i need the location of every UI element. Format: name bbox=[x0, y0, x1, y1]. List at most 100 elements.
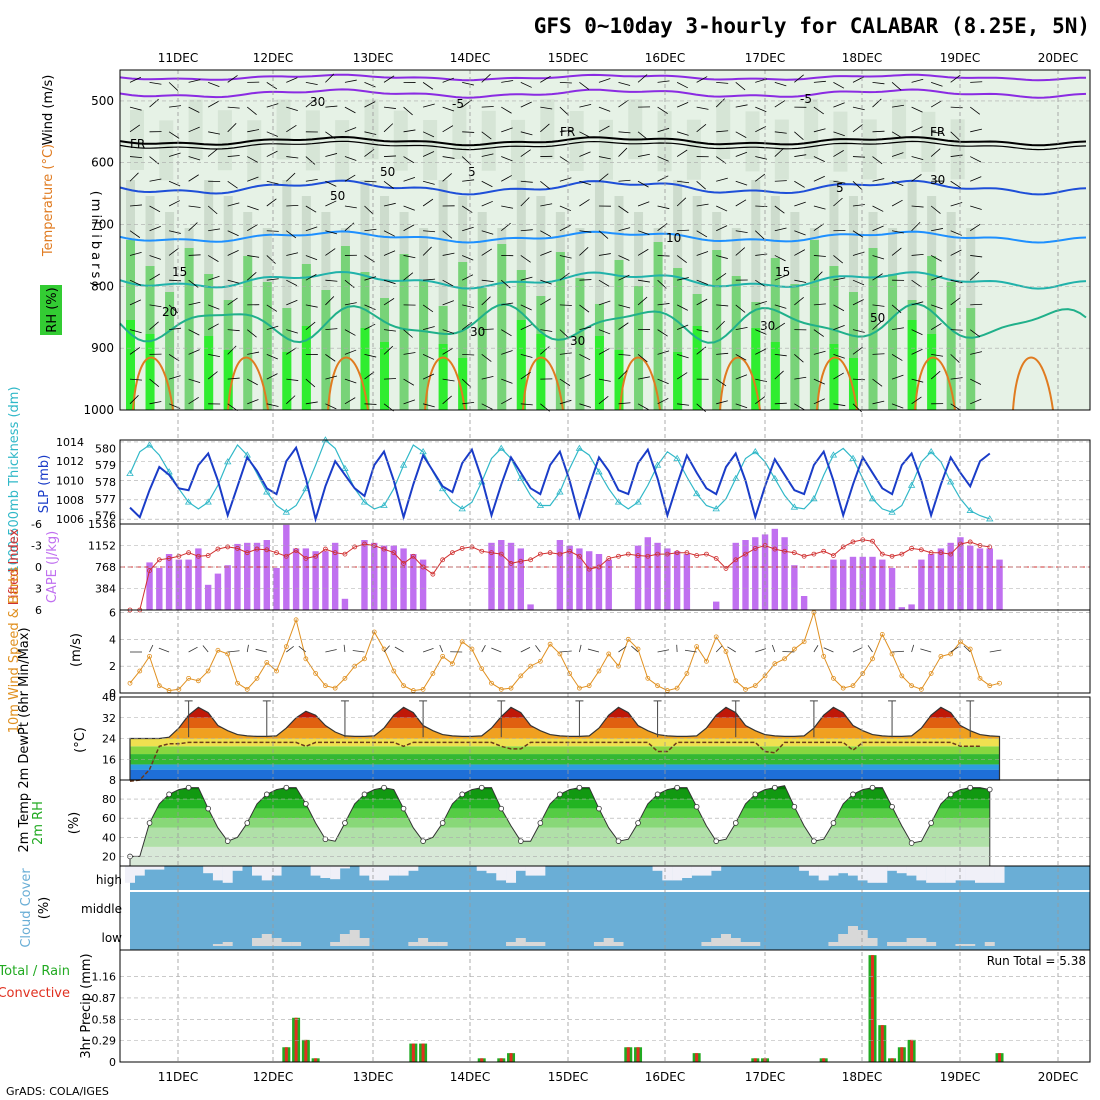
cloud-low-bar bbox=[271, 938, 282, 946]
cape-bar bbox=[556, 540, 564, 610]
cape-bar bbox=[644, 537, 652, 610]
upper-wind-barb bbox=[344, 127, 357, 133]
upper-wind-barb bbox=[813, 378, 825, 385]
cloud-high-clear bbox=[359, 866, 370, 876]
wind-speed-point bbox=[782, 656, 787, 662]
upper-wind-barb bbox=[403, 106, 413, 116]
upper-wind-barb bbox=[696, 279, 709, 285]
thickness-marker bbox=[673, 454, 681, 461]
upper-wind-barb bbox=[872, 304, 885, 307]
lifted-index-point bbox=[879, 551, 885, 557]
upper-wind-barb bbox=[891, 327, 904, 331]
upper-wind-barb bbox=[149, 304, 162, 308]
wind-speed-point bbox=[195, 678, 201, 684]
upper-wind-barb bbox=[579, 403, 592, 408]
rh-band bbox=[130, 846, 990, 866]
upper-wind-barb bbox=[755, 279, 766, 288]
cloud-level-middle: middle bbox=[81, 902, 122, 916]
upper-wind-barb bbox=[344, 329, 356, 336]
wind-speed-point bbox=[606, 651, 612, 657]
upper-wind-barb bbox=[501, 156, 513, 162]
lifted-index-point bbox=[274, 550, 279, 556]
wind-speed-point bbox=[518, 673, 524, 679]
cloud-high-clear bbox=[134, 866, 145, 876]
upper-wind-barb bbox=[540, 298, 551, 306]
wind-speed-point bbox=[401, 683, 406, 689]
rh2m-point bbox=[166, 791, 172, 798]
contour-label: FR bbox=[930, 125, 945, 139]
upper-wind-barb bbox=[286, 230, 297, 239]
upper-wind-barb bbox=[911, 221, 921, 232]
rh-upper-patch bbox=[716, 99, 731, 160]
wind-speed-point bbox=[205, 668, 211, 674]
upper-wind-barb bbox=[794, 297, 804, 306]
upper-wind-barb bbox=[735, 131, 747, 138]
wind-speed-point bbox=[450, 661, 455, 667]
upper-wind-barb bbox=[520, 229, 533, 232]
upper-wind-barb bbox=[305, 274, 317, 281]
wind-speed-point bbox=[743, 686, 748, 692]
upper-wind-barb bbox=[677, 277, 689, 281]
upper-wind-barb bbox=[559, 106, 569, 116]
cape-bar bbox=[390, 545, 397, 610]
wind-speed-point bbox=[791, 646, 797, 652]
lifted-index-point bbox=[303, 556, 309, 561]
upper-wind-barb bbox=[129, 156, 142, 158]
lifted-index-point bbox=[801, 553, 807, 559]
upper-y-tick-1000: 1000 bbox=[83, 403, 114, 417]
upper-wind-barb bbox=[794, 403, 805, 411]
cape-bar bbox=[595, 554, 603, 610]
cloud-low-bar bbox=[437, 942, 448, 946]
upper-wind-barb bbox=[227, 329, 240, 332]
thickness-marker bbox=[634, 498, 642, 505]
thickness-marker bbox=[556, 488, 564, 495]
cloud-low-bar bbox=[887, 942, 898, 946]
contour-label: 10 bbox=[666, 231, 681, 245]
upper-wind-barb bbox=[286, 299, 298, 306]
lifted-index-point bbox=[215, 546, 221, 552]
lifted-index-point bbox=[528, 557, 533, 563]
upper-wind-barb bbox=[813, 350, 826, 355]
upper-wind-barb bbox=[129, 329, 142, 334]
wind-speed-point bbox=[479, 666, 485, 671]
rh2m-point bbox=[772, 784, 778, 791]
wind-barb bbox=[963, 645, 971, 653]
upper-wind-barb bbox=[501, 397, 512, 405]
wind-speed-point bbox=[186, 675, 192, 681]
upper-wind-barb bbox=[872, 378, 883, 387]
precip-conv-bar bbox=[314, 1058, 318, 1062]
lifted-index-point bbox=[186, 550, 192, 556]
wind-barb bbox=[394, 646, 404, 653]
contour-label: FR bbox=[560, 125, 575, 139]
cape-bar bbox=[683, 554, 691, 610]
cape-bar bbox=[195, 548, 202, 610]
upper-wind-barb bbox=[911, 329, 923, 336]
rh2m-point bbox=[850, 791, 856, 798]
cloud-separator bbox=[130, 890, 1090, 892]
rh-bright-patch bbox=[282, 352, 292, 410]
upper-wind-barb bbox=[696, 230, 708, 238]
wind-barb bbox=[618, 646, 627, 653]
rh2m-point bbox=[478, 784, 485, 791]
upper-wind-barb bbox=[422, 151, 435, 157]
lifted-index-point bbox=[147, 568, 152, 573]
wind-speed-point bbox=[635, 646, 641, 652]
wind-speed-point bbox=[899, 673, 905, 679]
upper-wind-barb bbox=[579, 246, 589, 256]
rh-bright-patch bbox=[907, 320, 917, 410]
upper-wind-barb bbox=[637, 279, 650, 283]
upper-wind-barb bbox=[344, 79, 357, 83]
cape-bar bbox=[605, 559, 612, 610]
slp-tick-1014: 1014 bbox=[56, 436, 84, 449]
upper-wind-barb bbox=[266, 131, 278, 137]
rh2m-point bbox=[967, 784, 974, 791]
upper-wind-barb bbox=[618, 322, 629, 330]
cloud-high-clear bbox=[945, 866, 956, 883]
contour-label: 15 bbox=[775, 265, 790, 279]
upper-wind-barb bbox=[911, 156, 924, 161]
upper-wind-barb bbox=[930, 370, 941, 380]
upper-wind-barb bbox=[461, 156, 472, 166]
cloud-high-clear bbox=[887, 866, 898, 871]
cloud-low-bar bbox=[359, 938, 370, 946]
wind-speed-point bbox=[928, 671, 934, 676]
